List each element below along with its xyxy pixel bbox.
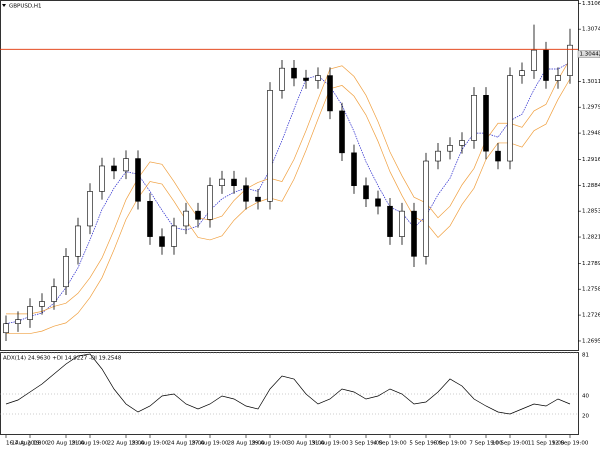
candle-body	[315, 75, 321, 81]
candle-body	[123, 158, 129, 172]
candle-body	[519, 70, 525, 76]
candle-body	[171, 225, 177, 247]
candle-body	[51, 286, 57, 302]
candle-body	[147, 200, 153, 237]
current-price-box	[577, 50, 600, 58]
indicator-tick-label: 20	[582, 414, 589, 420]
candle-body	[183, 210, 189, 227]
x-tick-label: 5 Sep 19:00	[409, 441, 443, 447]
x-tick-label: 28 Aug 19:00	[227, 441, 265, 447]
y-tick-label: 1.27895	[582, 261, 600, 267]
y-tick-label: 1.29480	[582, 131, 600, 137]
candle-body	[219, 178, 225, 186]
y-tick-label: 1.27265	[582, 313, 600, 319]
indicator-tick-label: 40	[582, 394, 589, 400]
candle-body	[435, 150, 441, 162]
x-tick-label: 3 Sep 19:00	[349, 441, 383, 447]
candle-body	[375, 198, 381, 207]
y-tick-label: 1.28845	[582, 183, 600, 189]
x-tick-label: 12 Sep 19:00	[552, 441, 589, 447]
x-tick-label: 31 Aug 19:00	[311, 441, 349, 447]
candle-body	[447, 145, 453, 152]
candle-body	[111, 165, 117, 172]
candle-body	[483, 95, 489, 152]
candle-body	[99, 165, 105, 192]
x-tick-label: 21 Aug 19:00	[71, 441, 109, 447]
candle-body	[351, 152, 357, 186]
x-tick-label: 7 Sep 19:00	[469, 441, 503, 447]
x-tick-label: 20 Aug 19:00	[47, 441, 85, 447]
x-tick-label: 30 Aug 19:00	[287, 441, 325, 447]
candle-body	[279, 67, 285, 91]
x-tick-label: 6 Sep 19:00	[433, 441, 467, 447]
x-tick-label: 24 Aug 19:00	[167, 441, 205, 447]
candle-body	[291, 67, 297, 79]
indicator-frame	[0, 352, 579, 435]
candle-body	[87, 191, 93, 227]
candle-body	[195, 210, 201, 220]
candle-body	[207, 185, 213, 220]
candle-body	[555, 75, 561, 81]
candle-body	[387, 205, 393, 237]
chart-title: GBPUSD,H1	[9, 4, 42, 10]
indicator-line	[5, 62, 571, 325]
indicator-tick-label: 81	[582, 353, 589, 359]
candle-body	[243, 185, 249, 202]
candle-body	[63, 256, 69, 288]
candle-body	[3, 323, 9, 334]
x-tick-label: 27 Aug 19:00	[191, 441, 229, 447]
candle-body	[507, 75, 513, 162]
candle-body	[543, 49, 549, 81]
candle-body	[303, 77, 309, 81]
candle-body	[423, 160, 429, 257]
y-tick-label: 1.30745	[582, 27, 600, 33]
y-tick-label: 1.26950	[582, 338, 600, 344]
x-tick-label: 29 Aug 19:00	[251, 441, 289, 447]
x-tick-label: 23 Aug 19:00	[131, 441, 169, 447]
y-tick-label: 1.28530	[582, 209, 600, 215]
candle-body	[339, 110, 345, 154]
candle-body	[399, 210, 405, 237]
indicator-line	[6, 58, 571, 315]
title-arrow	[2, 4, 6, 7]
current-price-label: 1.30442	[580, 52, 600, 58]
indicator-title: ADX(14) 24.9630 +DI 14.9227 -DI 19.2548	[3, 356, 122, 362]
x-tick-label: 17 Aug 19:00	[11, 441, 49, 447]
candle-body	[267, 90, 273, 202]
x-tick-label: 22 Aug 19:00	[107, 441, 145, 447]
adx-line	[5, 353, 571, 415]
candle-body	[567, 44, 573, 76]
x-tick-label: 16 Aug 2018	[6, 441, 42, 447]
candle-body	[531, 49, 537, 71]
x-tick-label: 10 Sep 19:00	[492, 441, 529, 447]
candle-body	[411, 210, 417, 257]
y-tick-label: 1.31060	[582, 1, 600, 7]
candle-body	[327, 75, 333, 112]
candle-body	[39, 301, 45, 307]
main-frame	[0, 0, 579, 351]
x-tick-label: 11 Sep 19:00	[528, 441, 565, 447]
y-tick-label: 1.28215	[582, 235, 600, 241]
candle-body	[495, 150, 501, 162]
candle-body	[27, 306, 33, 320]
candle-body	[231, 178, 237, 186]
candle-body	[255, 196, 261, 202]
y-tick-label: 1.27580	[582, 287, 600, 293]
x-tick-label: 4 Sep 19:00	[373, 441, 407, 447]
y-tick-label: 1.29160	[582, 157, 600, 163]
candle-body	[15, 319, 21, 325]
candle-body	[459, 140, 465, 146]
candle-body	[75, 225, 81, 257]
candle-body	[471, 95, 477, 141]
y-tick-label: 1.30110	[582, 79, 600, 85]
candle-body	[363, 185, 369, 200]
indicator-line	[6, 78, 571, 334]
candle-body	[135, 158, 141, 202]
candle-body	[159, 236, 165, 247]
y-tick-label: 1.29795	[582, 105, 600, 111]
